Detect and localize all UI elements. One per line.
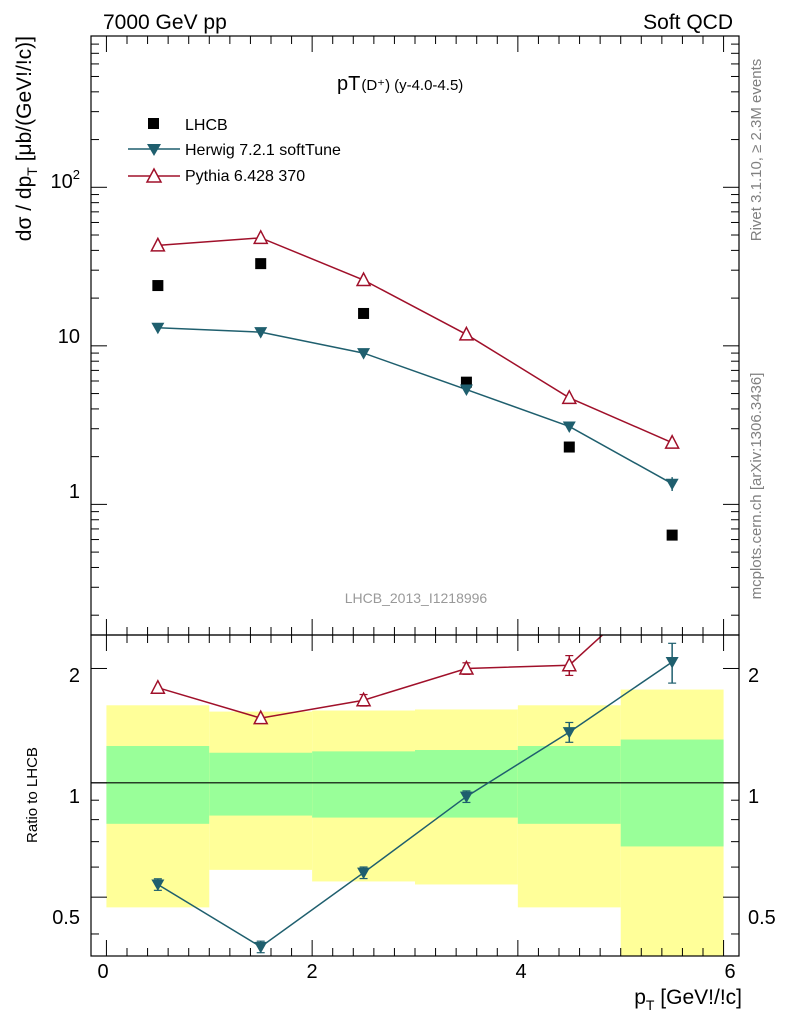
xtick-label-4: 4 <box>515 961 526 983</box>
inner-uncertainty-band <box>620 739 724 847</box>
header-energy: 7000 GeV pp <box>103 11 227 34</box>
herwig-point <box>357 348 371 360</box>
main-ylabel: dσ / dpT [μb/(GeV!/!c)] <box>13 36 40 241</box>
ratio-ytick-label-2: 2 <box>69 665 80 687</box>
ratio-ytick-label-right-1: 1 <box>748 786 759 808</box>
pythia-point <box>664 434 680 449</box>
inner-uncertainty-band <box>517 746 621 824</box>
uncertainty-bands <box>106 689 724 956</box>
herwig-point <box>254 327 268 339</box>
pythia-point <box>355 271 372 287</box>
ratio-herwig-point <box>254 941 268 954</box>
herwig-point <box>562 421 576 433</box>
ratio-pythia-point <box>666 565 679 578</box>
legend-label-lhcb: LHCB <box>185 117 228 134</box>
main-series-lines <box>157 237 673 485</box>
ratio-ytick-label-1: 1 <box>69 786 80 808</box>
ratio-herwig-point <box>357 867 371 880</box>
lhcb-data-point <box>358 307 370 319</box>
ratio-frame <box>90 634 740 957</box>
xtick-label-2: 2 <box>306 961 317 983</box>
analysis-watermark: LHCB_2013_I1218996 <box>345 590 488 606</box>
legend-label-pythia: Pythia 6.428 370 <box>185 168 305 185</box>
main-series-markers <box>150 229 680 541</box>
xtick-label-6: 6 <box>724 961 735 983</box>
ratio-pythia-point <box>150 679 166 694</box>
inner-uncertainty-band <box>415 750 518 818</box>
pythia-point <box>561 389 578 405</box>
ratio-ticks <box>91 635 739 956</box>
ratio-series-markers <box>150 565 679 954</box>
main-panel: 1 10 102 dσ / dpT [μb/(GeV!/!c)] pT(D⁺)(… <box>13 35 740 636</box>
ratio-herwig-point <box>665 657 679 669</box>
lhcb-data-point <box>255 258 267 270</box>
lhcb-data-point <box>563 441 575 453</box>
ratio-pythia-point <box>458 659 475 675</box>
ratio-ytick-label-0-5: 0.5 <box>52 907 80 929</box>
lhcb-data-point <box>666 529 678 541</box>
ratio-panel: 0.5 1 2 0.5 1 2 Ratio to LHCB 0 2 4 6 pT… <box>24 565 776 1013</box>
inner-uncertainty-band <box>106 746 210 824</box>
pythia-point <box>150 236 166 252</box>
herwig-point <box>151 322 165 335</box>
source-label: mcplots.cern.ch [arXiv:1306.3436] <box>748 373 765 600</box>
header-category: Soft QCD <box>643 11 733 34</box>
plot-title: pT(D⁺) (y-4.0-4.5) <box>337 73 463 95</box>
pythia-point <box>252 229 269 245</box>
ratio-ytick-label-right-0-5: 0.5 <box>748 907 776 929</box>
ratio-pythia-point <box>355 691 372 707</box>
main-line-pythia <box>157 237 673 444</box>
ratio-ylabel: Ratio to LHCB <box>24 747 41 843</box>
main-ytick-exponent: 2 <box>73 167 80 182</box>
legend-marker-lhcb <box>148 118 159 129</box>
inner-uncertainty-band <box>312 751 415 818</box>
xtick-label-0: 0 <box>97 961 108 983</box>
ratio-pythia-point <box>561 656 578 672</box>
legend-marker-herwig <box>147 144 161 156</box>
pythia-point <box>458 325 475 341</box>
main-line-herwig <box>157 327 673 485</box>
ratio-herwig-point <box>459 791 473 804</box>
ratio-line-herwig <box>157 661 673 948</box>
legend-marker-pythia <box>145 167 163 183</box>
main-ytick-label-1: 1 <box>69 481 80 503</box>
ratio-herwig-point <box>151 879 165 891</box>
main-ytick-label-100: 102 <box>51 167 80 193</box>
ratio-ytick-label-right-2: 2 <box>748 665 759 687</box>
main-ytick-label-10: 10 <box>58 326 80 348</box>
ratio-line-pythia <box>157 635 604 719</box>
ratio-pythia-point <box>252 709 269 725</box>
main-ticks <box>91 35 739 635</box>
xlabel: pT [GeV!/!c] <box>634 986 742 1013</box>
rivet-label: Rivet 3.1.10, ≥ 2.3M events <box>748 59 765 242</box>
legend: LHCB Herwig 7.2.1 softTune Pythia 6.428 … <box>128 117 341 185</box>
legend-label-herwig: Herwig 7.2.1 softTune <box>185 142 341 159</box>
inner-uncertainty-band <box>209 752 313 816</box>
ratio-herwig-point <box>562 727 576 739</box>
lhcb-data-point <box>152 280 164 292</box>
ratio-series-lines <box>157 635 673 948</box>
herwig-point <box>459 384 473 397</box>
lhcb-data-point <box>460 376 472 388</box>
